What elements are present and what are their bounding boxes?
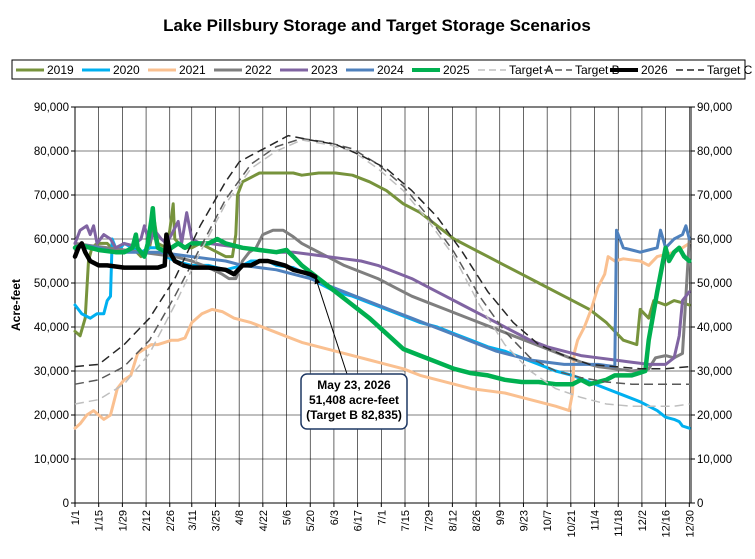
gridlines bbox=[74, 106, 691, 504]
y-tick-label-right: 10,000 bbox=[697, 454, 732, 466]
y-tick-label-left: 80,000 bbox=[34, 146, 69, 158]
x-tick-label: 1/29 bbox=[117, 510, 129, 531]
x-tick-label: 6/3 bbox=[329, 510, 341, 525]
annotation-box bbox=[300, 373, 408, 430]
series-line-target-a bbox=[74, 139, 690, 407]
annotation-arrowhead bbox=[314, 276, 321, 285]
chart-title: Lake Pillsbury Storage and Target Storag… bbox=[163, 16, 591, 35]
y-axis-left: 0 10,000 20,000 30,000 40,000 50,000 60,000 70,… bbox=[34, 102, 75, 510]
y-tick-label-right: 60,000 bbox=[697, 234, 732, 246]
y-tick-label-right: 90,000 bbox=[697, 102, 732, 114]
legend-label: 2024 bbox=[377, 63, 404, 77]
x-tick-label: 7/1 bbox=[376, 510, 388, 525]
legend-label: 2025 bbox=[443, 63, 470, 77]
annotation-arrow bbox=[314, 276, 348, 375]
x-tick-label: 5/20 bbox=[305, 510, 317, 531]
legend: 2019 2020 2021 2022 2023 2024 2025 Target A Targ… bbox=[11, 59, 753, 80]
x-tick-label: 2/26 bbox=[165, 510, 177, 531]
x-tick-label: 11/18 bbox=[613, 510, 625, 537]
legend-label: Target A bbox=[509, 63, 553, 77]
x-tick-label: 12/30 bbox=[684, 510, 696, 538]
annotation-line-2: 51,408 acre-feet bbox=[309, 393, 399, 407]
legend-label: Target B bbox=[575, 63, 620, 77]
series-line-2021 bbox=[73, 241, 691, 430]
series-line-target-c bbox=[74, 134, 690, 370]
x-tick-label: 9/23 bbox=[518, 510, 530, 531]
y-tick-label-left: 70,000 bbox=[34, 190, 69, 202]
plot-area bbox=[74, 106, 692, 504]
legend-label: 2023 bbox=[311, 63, 338, 77]
y-tick-label-left: 90,000 bbox=[34, 102, 69, 114]
x-tick-label: 5/6 bbox=[282, 510, 294, 525]
y-tick-label-left: 50,000 bbox=[34, 278, 69, 290]
y-tick-label-left: 20,000 bbox=[34, 410, 69, 422]
x-tick-label: 7/29 bbox=[424, 510, 436, 531]
x-tick-label: 3/11 bbox=[187, 510, 199, 531]
legend-label: 2021 bbox=[179, 63, 206, 77]
legend-label: Target C bbox=[707, 63, 753, 77]
y-tick-label-right: 30,000 bbox=[697, 366, 732, 378]
x-tick-label: 11/4 bbox=[590, 510, 602, 531]
y-tick-label-right: 20,000 bbox=[697, 410, 732, 422]
annotation-line-1: May 23, 2026 bbox=[317, 378, 391, 392]
x-tick-label: 7/15 bbox=[400, 510, 412, 531]
x-axis: 1/1 1/15 1/29 2/12 2/26 3/11 3/25 4/8 4/22 5/6 5/2… bbox=[70, 503, 696, 538]
x-tick-label: 1/1 bbox=[70, 510, 82, 525]
x-tick-label: 6/17 bbox=[353, 510, 365, 531]
x-tick-label: 10/7 bbox=[542, 510, 554, 531]
x-tick-label: 2/12 bbox=[141, 510, 153, 531]
y-tick-label-left: 30,000 bbox=[34, 366, 69, 378]
annotation-line-3: (Target B 82,835) bbox=[306, 408, 402, 422]
y-tick-label-left: 60,000 bbox=[34, 234, 69, 246]
x-tick-label: 4/8 bbox=[234, 510, 246, 525]
annotation: May 23, 2026 51,408 acre-feet (Target B … bbox=[300, 276, 408, 430]
x-tick-label: 8/26 bbox=[471, 510, 483, 531]
legend-label: 2026 bbox=[641, 63, 668, 77]
y-tick-label-right: 80,000 bbox=[697, 146, 732, 158]
y-tick-label-left: 40,000 bbox=[34, 322, 69, 334]
x-tick-label: 1/15 bbox=[94, 510, 106, 531]
y-tick-label-right: 50,000 bbox=[697, 278, 732, 290]
x-tick-label: 8/12 bbox=[447, 510, 459, 531]
series-line-2022 bbox=[73, 228, 691, 373]
legend-label: 2022 bbox=[245, 63, 272, 77]
y-tick-label-left: 10,000 bbox=[34, 454, 69, 466]
legend-label: 2019 bbox=[47, 63, 74, 77]
y-tick-label-right: 40,000 bbox=[697, 322, 732, 334]
y-tick-label-right: 0 bbox=[697, 498, 703, 510]
x-tick-label: 4/22 bbox=[258, 510, 270, 531]
y-axis-label: Acre-feet bbox=[9, 279, 23, 331]
x-tick-label: 12/16 bbox=[661, 510, 673, 538]
legend-label: 2020 bbox=[113, 63, 140, 77]
y-tick-label-left: 0 bbox=[63, 498, 69, 510]
x-tick-label: 3/25 bbox=[210, 510, 222, 531]
x-tick-label: 10/21 bbox=[566, 510, 578, 538]
y-tick-label-right: 70,000 bbox=[697, 190, 732, 202]
series-line-target-b bbox=[74, 137, 690, 385]
series-lines bbox=[72, 134, 692, 430]
y-axis-right: 0 10,000 20,000 30,000 40,000 50,000 60,000 70,… bbox=[691, 102, 732, 510]
x-tick-label: 9/9 bbox=[495, 510, 507, 525]
x-tick-label: 12/2 bbox=[637, 510, 649, 531]
series-line-2026 bbox=[72, 232, 318, 280]
legend-box bbox=[11, 59, 746, 80]
